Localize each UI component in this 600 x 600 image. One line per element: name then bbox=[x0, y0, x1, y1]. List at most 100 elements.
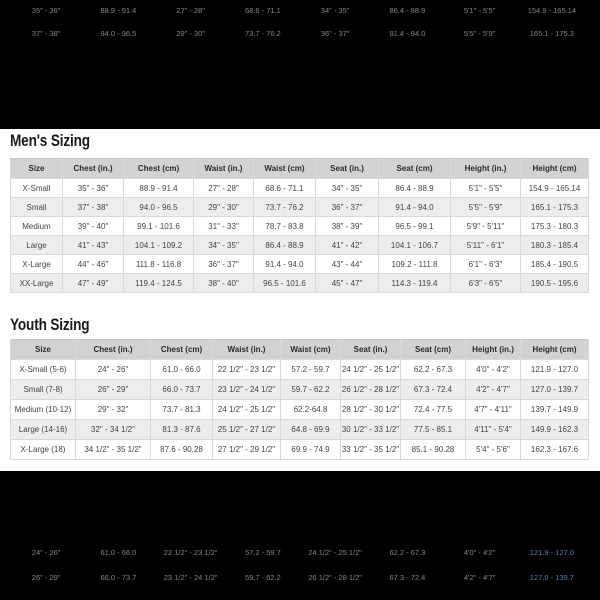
table-cell: 6'1" - 6'3" bbox=[450, 254, 521, 274]
table-cell: 119.4 - 124.5 bbox=[123, 273, 194, 293]
table-cell: 24 1/2" - 25 1/2" bbox=[212, 399, 281, 420]
mens-sizing-table: Size Chest (in.) Chest (cm) Waist (in.) Wais… bbox=[10, 158, 589, 293]
ghost-cell: 37" - 38" bbox=[31, 29, 61, 38]
table-cell: 99.1 - 101.6 bbox=[123, 216, 194, 236]
table-cell: 43" - 44" bbox=[315, 254, 379, 274]
table-row: Medium (10-12) 29" - 32" 73.7 - 81.3 24 1/2… bbox=[10, 399, 589, 420]
table-cell: 47" - 49" bbox=[62, 273, 124, 293]
table-cell: Small bbox=[10, 197, 63, 217]
column-header: Height (in.) bbox=[450, 158, 521, 179]
ghost-cell: 4'2" - 4'7" bbox=[463, 573, 496, 582]
table-cell: 38" - 39" bbox=[315, 216, 379, 236]
table-cell: 39" - 40" bbox=[62, 216, 124, 236]
table-row: Large (14-16) 32" - 34 1/2" 81.3 - 87.6 25 … bbox=[10, 419, 589, 440]
table-cell: 45" - 47" bbox=[315, 273, 379, 293]
column-header: Seat (cm) bbox=[378, 158, 451, 179]
ghost-cell: 5'5" - 5'9" bbox=[463, 29, 496, 38]
table-cell: 81.3 - 87.6 bbox=[150, 419, 213, 440]
ghost-cell: 57.2 - 59.7 bbox=[244, 548, 281, 557]
table-cell: Medium (10-12) bbox=[10, 399, 76, 420]
column-header: Height (in.) bbox=[465, 339, 521, 360]
table-cell: 73.7 - 76.2 bbox=[253, 197, 316, 217]
table-row: X-Small (5-6) 24" - 26" 61.0 - 66.0 22 1/2"… bbox=[10, 359, 589, 380]
table-cell: 4'7" - 4'11" bbox=[465, 399, 521, 420]
table-cell: 38" - 40" bbox=[193, 273, 254, 293]
table-cell: 91.4 - 94.0 bbox=[253, 254, 316, 274]
table-cell: 29" - 32" bbox=[75, 399, 151, 420]
table-cell: 149.9 - 162.3 bbox=[520, 419, 589, 440]
table-cell: Medium bbox=[10, 216, 63, 236]
column-header: Seat (in.) bbox=[315, 158, 379, 179]
ghost-cell: 121.9 - 127.0 bbox=[529, 548, 574, 557]
table-cell: 86.4 - 88.9 bbox=[253, 235, 316, 255]
table-cell: XX-Large bbox=[10, 273, 63, 293]
table-cell: 165.1 - 175.3 bbox=[520, 197, 589, 217]
table-cell: 37" - 38" bbox=[62, 197, 124, 217]
ghost-cell: 66.0 - 73.7 bbox=[100, 573, 137, 582]
table-cell: 162.3 - 167.6 bbox=[520, 439, 589, 460]
table-cell: 34 1/2" - 35 1/2" bbox=[75, 439, 151, 460]
ghost-cell: 88.9 - 91.4 bbox=[100, 6, 137, 15]
table-cell: 23 1/2" - 24 1/2" bbox=[212, 379, 281, 400]
column-header: Height (cm) bbox=[520, 158, 589, 179]
table-cell: 85.1 - 90.28 bbox=[400, 439, 466, 460]
table-header-row: Size Chest (in.) Chest (cm) Waist (in.) Wais… bbox=[10, 158, 589, 179]
table-cell: 4'0" - 4'2" bbox=[465, 359, 521, 380]
column-header: Size bbox=[10, 158, 63, 179]
ghost-cell: 26" - 29" bbox=[31, 573, 61, 582]
table-cell: 27 1/2" - 29 1/2" bbox=[212, 439, 281, 460]
column-header: Chest (in.) bbox=[75, 339, 151, 360]
table-cell: 30 1/2" - 33 1/2" bbox=[340, 419, 401, 440]
column-header: Height (cm) bbox=[520, 339, 589, 360]
ghost-cell: 24 1/2" - 25 1/2" bbox=[308, 548, 362, 557]
table-cell: 88.9 - 91.4 bbox=[123, 178, 194, 198]
table-cell: 41" - 43" bbox=[62, 235, 124, 255]
ghost-cell: 5'1" - 5'5" bbox=[463, 6, 496, 15]
table-cell: 34" - 35" bbox=[193, 235, 254, 255]
ghost-cell: 26 1/2" - 28 1/2" bbox=[308, 573, 362, 582]
mens-sizing-title: Men's Sizing bbox=[10, 131, 90, 150]
table-row: Medium 39" - 40" 99.1 - 101.6 31" - 33" 78.7… bbox=[10, 216, 589, 236]
table-cell: X-Small bbox=[10, 178, 63, 198]
table-cell: 35" - 36" bbox=[62, 178, 124, 198]
table-cell: 25 1/2" - 27 1/2" bbox=[212, 419, 281, 440]
ghost-cell: 73.7 - 76.2 bbox=[244, 29, 281, 38]
table-cell: 36" - 37" bbox=[193, 254, 254, 274]
table-cell: 5'1" - 5'5" bbox=[450, 178, 521, 198]
table-cell: 22 1/2" - 23 1/2" bbox=[212, 359, 281, 380]
column-header: Waist (cm) bbox=[280, 339, 341, 360]
table-cell: 34" - 35" bbox=[315, 178, 379, 198]
ghost-cell: 36" - 37" bbox=[320, 29, 350, 38]
table-cell: 175.3 - 180.3 bbox=[520, 216, 589, 236]
table-cell: 4'11" - 5'4" bbox=[465, 419, 521, 440]
ghost-cell: 86.4 - 88.9 bbox=[389, 6, 426, 15]
table-cell: 87.6 - 90.28 bbox=[150, 439, 213, 460]
table-cell: 114.3 - 119.4 bbox=[378, 273, 451, 293]
table-cell: 29" - 30" bbox=[193, 197, 254, 217]
ghost-cell: 4'0" - 4'2" bbox=[463, 548, 496, 557]
letterbox-ghost-row: 26" - 29" 66.0 - 73.7 23 1/2" - 24 1/2" 59.… bbox=[10, 572, 588, 584]
ghost-cell: 165.1 - 175.3 bbox=[529, 29, 574, 38]
column-header: Chest (cm) bbox=[123, 158, 194, 179]
table-cell: 67.3 - 72.4 bbox=[400, 379, 466, 400]
table-cell: 27" - 28" bbox=[193, 178, 254, 198]
table-cell: 68.6 - 71.1 bbox=[253, 178, 316, 198]
table-cell: 62.2-64.8 bbox=[280, 399, 341, 420]
column-header: Waist (in.) bbox=[212, 339, 281, 360]
table-cell: 59.7 - 62.2 bbox=[280, 379, 341, 400]
letterbox-ghost-row: 35" - 36" 88.9 - 91.4 27" - 28" 68.6 - 71.1… bbox=[10, 5, 588, 17]
ghost-cell: 61.0 - 66.0 bbox=[100, 548, 137, 557]
table-cell: 94.0 - 96.5 bbox=[123, 197, 194, 217]
table-cell: 61.0 - 66.0 bbox=[150, 359, 213, 380]
table-row: Small (7-8) 26" - 29" 66.0 - 73.7 23 1/2" -… bbox=[10, 379, 589, 400]
table-row: X-Large (18) 34 1/2" - 35 1/2" 87.6 - 90.2… bbox=[10, 439, 589, 460]
ghost-cell: 22 1/2" - 23 1/2" bbox=[163, 548, 218, 557]
table-cell: 139.7 - 149.9 bbox=[520, 399, 589, 420]
ghost-cell: 94.0 - 96.5 bbox=[100, 29, 137, 38]
column-header: Chest (in.) bbox=[62, 158, 124, 179]
table-cell: 77.5 - 85.1 bbox=[400, 419, 466, 440]
table-cell: 127.0 - 139.7 bbox=[520, 379, 589, 400]
ghost-cell: 154.9 - 165.14 bbox=[527, 6, 577, 15]
table-cell: 78.7 - 83.8 bbox=[253, 216, 316, 236]
table-cell: 57.2 - 59.7 bbox=[280, 359, 341, 380]
